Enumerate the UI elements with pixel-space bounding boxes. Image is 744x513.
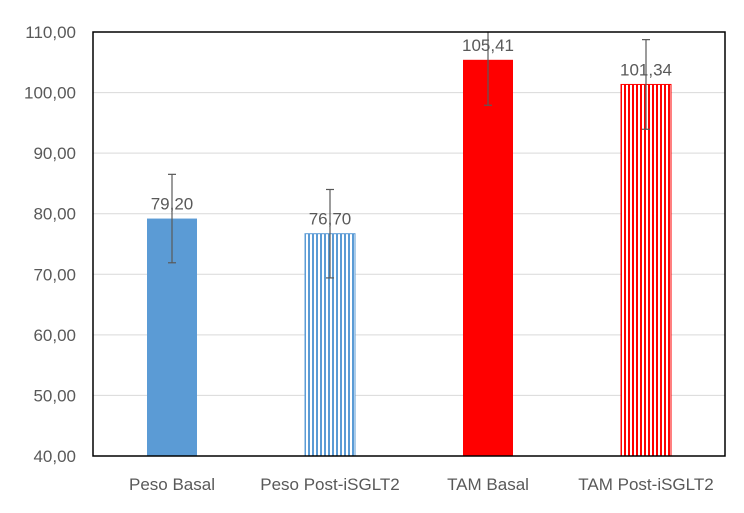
plot-frame [92, 31, 726, 457]
y-tick-label: 110,00 [25, 23, 76, 42]
value-labels: 79,20 76,70 105,41 101,34 [151, 36, 672, 229]
y-tick-label: 70,00 [33, 265, 76, 284]
bar [620, 83, 672, 457]
value-label: 76,70 [309, 210, 352, 229]
x-tick-label: Peso Basal [129, 475, 215, 494]
x-tick-label: TAM Basal [447, 475, 529, 494]
y-tick-label: 90,00 [33, 144, 76, 163]
x-tick-label: TAM Post-iSGLT2 [578, 475, 713, 494]
error-bars [168, 32, 650, 279]
x-tick-label: Peso Post-iSGLT2 [260, 475, 400, 494]
y-tick-label: 50,00 [33, 386, 76, 405]
value-label: 105,41 [462, 36, 514, 55]
y-tick-label: 40,00 [33, 447, 76, 466]
bars [147, 59, 672, 457]
x-axis-labels: Peso Basal Peso Post-iSGLT2 TAM Basal TAM P… [129, 475, 714, 494]
y-axis-ticks: 40,00 50,00 60,00 70,00 80,00 90,00 100,00 110,… [24, 23, 76, 466]
y-tick-label: 60,00 [33, 326, 76, 345]
value-label: 79,20 [151, 195, 194, 214]
bar [463, 59, 513, 457]
gridlines [93, 31, 725, 457]
y-tick-label: 100,00 [24, 84, 76, 103]
y-tick-label: 80,00 [33, 205, 76, 224]
value-label: 101,34 [620, 60, 672, 79]
